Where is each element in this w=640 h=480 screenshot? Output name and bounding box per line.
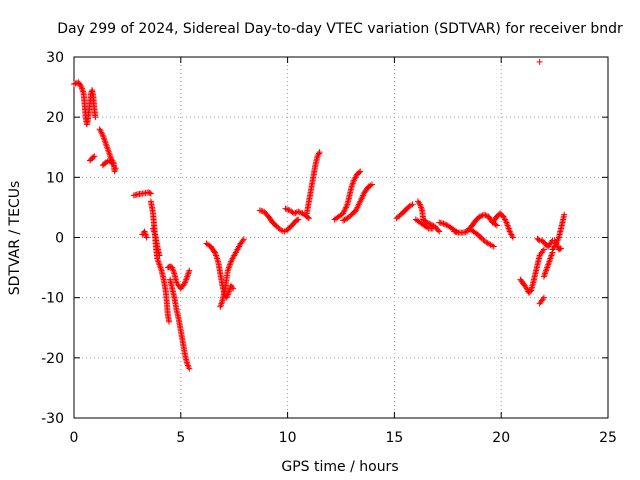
data-point — [240, 236, 247, 243]
data-point — [282, 205, 289, 212]
data-point — [440, 220, 447, 227]
data-point — [357, 168, 364, 175]
data-point — [540, 294, 547, 301]
data-point — [423, 219, 430, 226]
data-point — [109, 160, 116, 167]
data-point — [90, 154, 97, 161]
data-point — [426, 220, 433, 227]
data-point — [296, 209, 303, 216]
data-point — [211, 248, 218, 255]
data-points — [71, 58, 568, 372]
data-point — [481, 211, 488, 218]
data-point — [112, 165, 119, 172]
data-point — [493, 222, 500, 229]
data-point — [553, 240, 560, 247]
data-point — [186, 267, 193, 274]
data-point — [527, 288, 534, 295]
data-point — [536, 58, 543, 65]
data-point — [92, 114, 99, 121]
data-point — [315, 151, 322, 158]
data-point — [424, 224, 431, 231]
data-point — [91, 153, 98, 160]
data-point — [441, 221, 448, 228]
data-point — [146, 189, 153, 196]
y-tick-label: -20 — [41, 351, 64, 367]
data-point — [540, 246, 547, 253]
data-point — [551, 237, 558, 244]
data-point — [304, 214, 311, 221]
data-point — [356, 169, 363, 176]
data-point — [486, 240, 493, 247]
y-tick-label: -10 — [41, 291, 64, 307]
y-tick-label: 20 — [46, 110, 64, 126]
data-point — [424, 220, 431, 227]
x-tick-label: 20 — [492, 430, 510, 446]
data-point — [71, 81, 77, 88]
data-point — [314, 153, 321, 160]
data-point — [291, 210, 298, 217]
x-tick-label: 10 — [279, 430, 297, 446]
data-point — [436, 228, 443, 235]
y-axis-label: SDTVAR / TECUs — [7, 181, 23, 296]
data-point — [218, 300, 225, 307]
x-tick-label: 5 — [176, 430, 185, 446]
data-point — [561, 211, 568, 218]
data-point — [77, 82, 84, 89]
data-point — [108, 159, 115, 166]
data-point — [156, 252, 163, 259]
data-point — [409, 201, 416, 208]
data-point — [305, 215, 312, 222]
data-point — [112, 166, 119, 173]
data-point — [294, 217, 301, 224]
data-point — [295, 216, 302, 223]
x-tick-label: 25 — [599, 430, 617, 446]
x-tick-label: 0 — [70, 430, 79, 446]
data-point — [147, 190, 154, 197]
data-point — [476, 213, 483, 220]
data-point — [368, 181, 375, 188]
y-tick-label: 30 — [46, 50, 64, 66]
data-point — [558, 245, 565, 252]
data-point — [292, 209, 299, 216]
data-point — [552, 238, 559, 245]
data-point — [556, 245, 563, 252]
data-point — [509, 234, 516, 241]
data-point — [283, 206, 290, 213]
data-point — [295, 208, 302, 215]
y-tick-label: 0 — [55, 231, 64, 247]
data-point — [111, 168, 118, 175]
chart-title: Day 299 of 2024, Sidereal Day-to-day VTE… — [57, 21, 623, 37]
x-tick-label: 15 — [385, 430, 403, 446]
data-point — [490, 243, 497, 250]
data-point — [315, 150, 322, 157]
data-point — [230, 285, 237, 292]
y-tick-label: 10 — [46, 170, 64, 186]
data-point — [276, 226, 283, 233]
y-tick-label: -30 — [41, 411, 64, 427]
data-point — [316, 149, 323, 156]
x-axis-label: GPS time / hours — [281, 459, 398, 475]
data-point — [143, 234, 150, 241]
axis-ticks: 0 5 10 15 20 25 -30 -20 -10 0 10 20 30 — [41, 50, 617, 446]
data-point — [239, 237, 246, 244]
data-point — [186, 365, 193, 372]
data-point — [435, 227, 442, 234]
data-point — [151, 228, 158, 235]
data-point — [482, 212, 489, 219]
grid — [74, 57, 608, 418]
data-point — [478, 212, 485, 219]
data-point — [535, 236, 542, 243]
data-point — [166, 318, 173, 325]
data-point — [429, 225, 436, 232]
